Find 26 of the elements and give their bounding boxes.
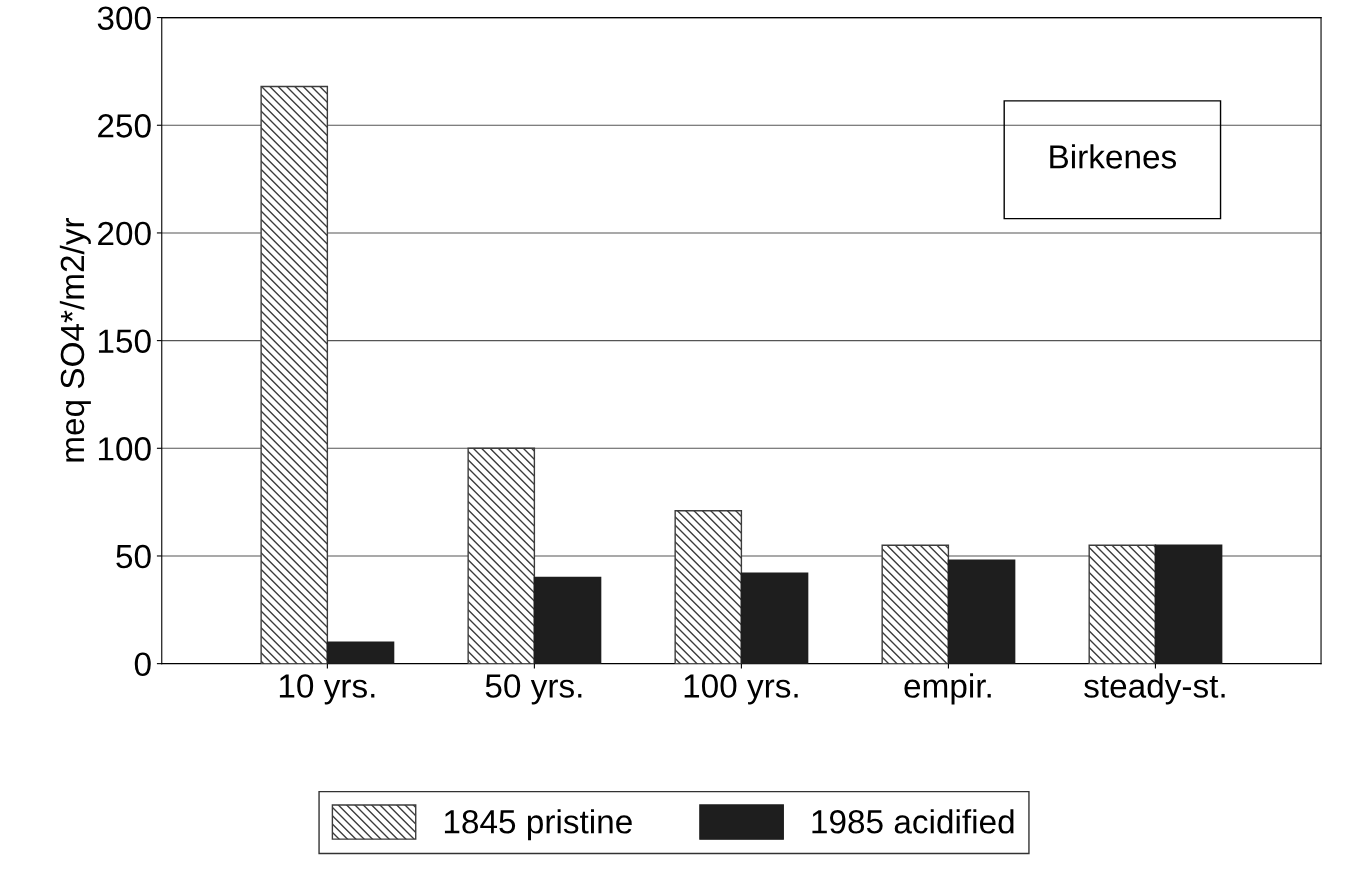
y-tick-label: 200	[98, 221, 151, 246]
bar	[326, 641, 395, 664]
x-tick-label: 100 yrs.	[684, 674, 798, 705]
y-tick-label: 100	[98, 437, 151, 461]
bar	[533, 576, 602, 664]
y-tick-label: 50	[116, 544, 151, 569]
legend-label: 1985 acidified	[812, 809, 1014, 834]
x-tick-label: empir.	[904, 673, 991, 705]
annotation: Birkenes	[1050, 144, 1177, 169]
bar	[1154, 544, 1223, 664]
bar	[740, 572, 809, 664]
x-tick-label: steady-st.	[1084, 673, 1225, 705]
bar	[1088, 544, 1157, 664]
y-axis-title: meq SO4*/m2/yr	[59, 217, 91, 462]
bar	[467, 447, 536, 664]
x-tick-label: 50 yrs.	[485, 674, 582, 705]
bar	[260, 85, 329, 664]
x-tick-label: 10 yrs.	[279, 674, 375, 705]
legend-label: 1845 pristine	[444, 809, 632, 841]
bar	[674, 510, 743, 664]
y-tick-label: 0	[134, 652, 151, 677]
bar	[881, 544, 950, 664]
y-tick-label: 300	[97, 6, 151, 30]
y-tick-label: 150	[98, 329, 151, 354]
bar	[947, 559, 1016, 664]
y-tick-label: 250	[98, 114, 151, 138]
